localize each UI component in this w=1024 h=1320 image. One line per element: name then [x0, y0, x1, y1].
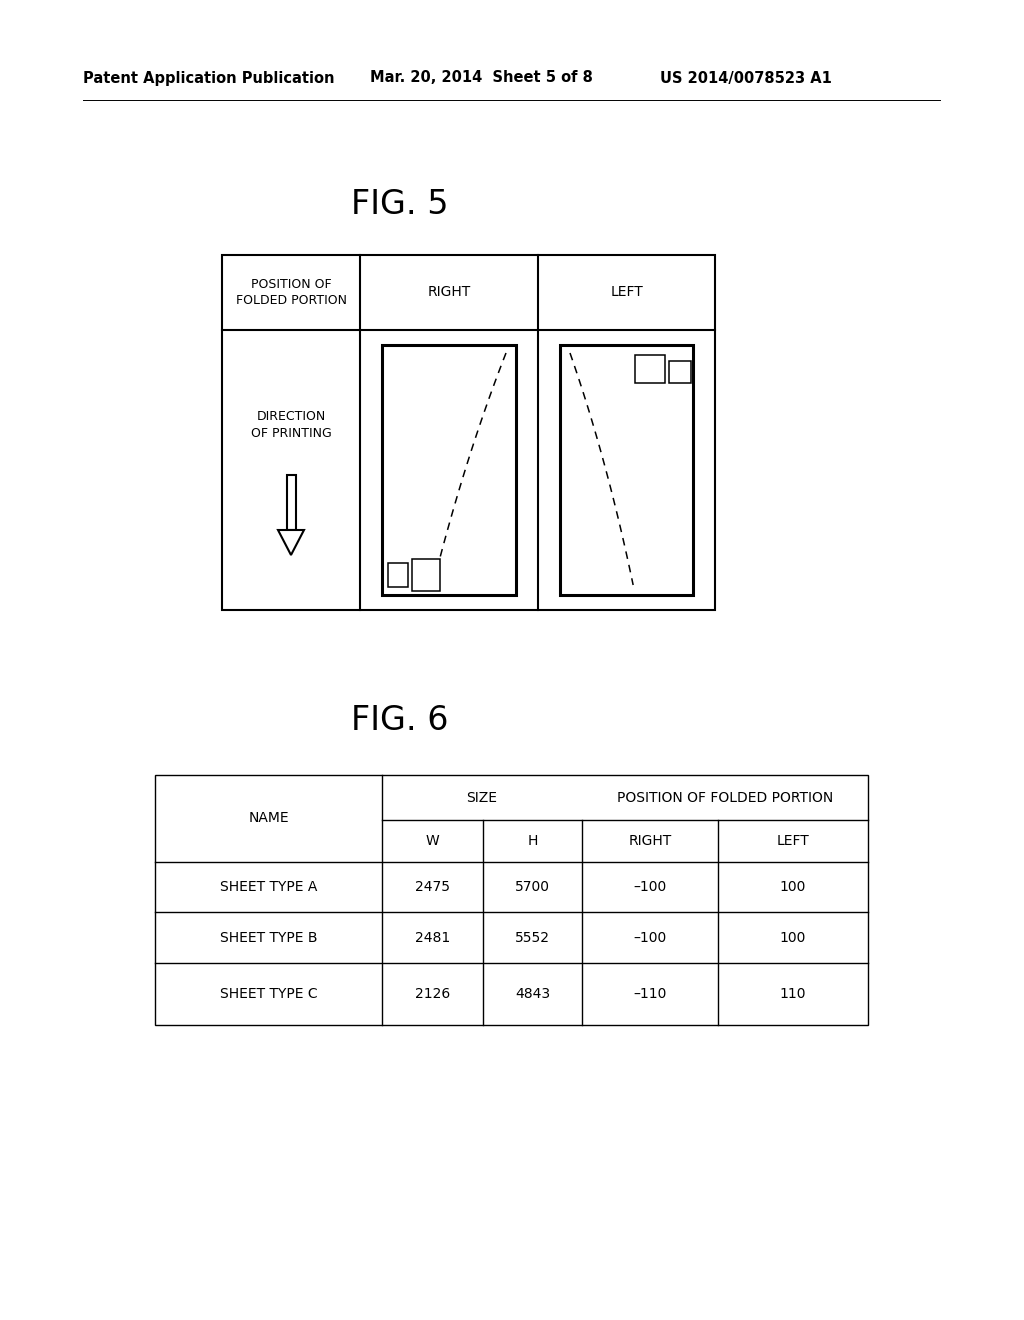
Text: FIG. 5: FIG. 5	[351, 189, 449, 222]
Text: H: H	[527, 834, 538, 847]
Polygon shape	[278, 531, 304, 554]
Text: SHEET TYPE B: SHEET TYPE B	[220, 931, 317, 945]
Text: 100: 100	[780, 880, 806, 894]
Bar	[412, 558, 440, 591]
Bar	[669, 360, 691, 383]
Text: RIGHT: RIGHT	[427, 285, 471, 300]
Text: DIRECTION
OF PRINTING: DIRECTION OF PRINTING	[251, 411, 332, 440]
Text: –100: –100	[634, 880, 667, 894]
Text: 2481: 2481	[415, 931, 451, 945]
Text: LEFT: LEFT	[610, 285, 643, 300]
Text: US 2014/0078523 A1: US 2014/0078523 A1	[660, 70, 831, 86]
Text: Mar. 20, 2014  Sheet 5 of 8: Mar. 20, 2014 Sheet 5 of 8	[370, 70, 593, 86]
Text: 2475: 2475	[415, 880, 450, 894]
Text: 4843: 4843	[515, 987, 550, 1001]
Text: POSITION OF
FOLDED PORTION: POSITION OF FOLDED PORTION	[236, 277, 346, 308]
Bar	[635, 355, 665, 383]
Text: SIZE: SIZE	[467, 791, 498, 804]
Text: 2126: 2126	[415, 987, 451, 1001]
Text: SHEET TYPE C: SHEET TYPE C	[220, 987, 317, 1001]
Text: SHEET TYPE A: SHEET TYPE A	[220, 880, 317, 894]
Bar	[222, 255, 715, 610]
Text: –110: –110	[633, 987, 667, 1001]
Text: 5552: 5552	[515, 931, 550, 945]
Bar	[155, 775, 868, 1026]
Text: POSITION OF FOLDED PORTION: POSITION OF FOLDED PORTION	[616, 791, 834, 804]
Text: NAME: NAME	[248, 812, 289, 825]
Text: LEFT: LEFT	[776, 834, 809, 847]
Text: FIG. 6: FIG. 6	[351, 704, 449, 737]
Text: RIGHT: RIGHT	[629, 834, 672, 847]
Text: 5700: 5700	[515, 880, 550, 894]
Text: Patent Application Publication: Patent Application Publication	[83, 70, 335, 86]
Bar	[560, 345, 693, 595]
Bar	[287, 475, 296, 531]
Text: –100: –100	[634, 931, 667, 945]
Text: 100: 100	[780, 931, 806, 945]
Text: 110: 110	[779, 987, 806, 1001]
Bar	[382, 345, 516, 595]
Text: W: W	[426, 834, 439, 847]
Bar	[388, 564, 408, 587]
